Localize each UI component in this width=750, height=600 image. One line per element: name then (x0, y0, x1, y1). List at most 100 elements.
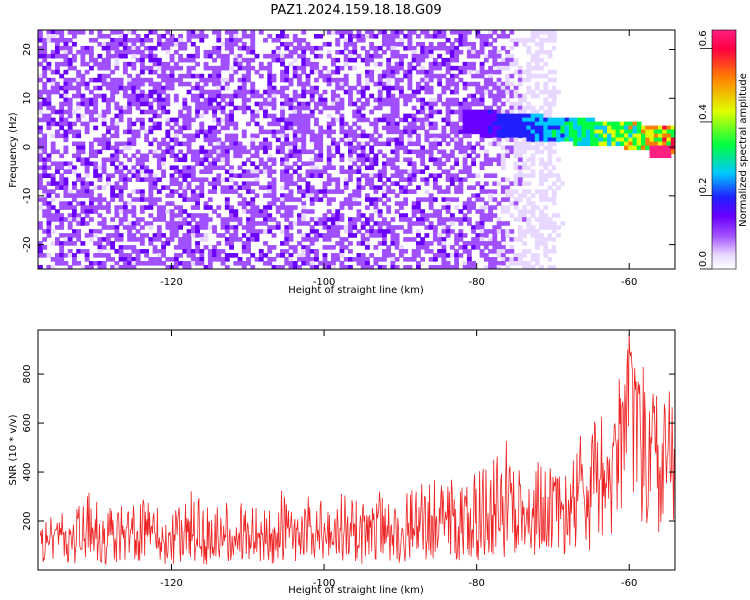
heatmap-cell (186, 37, 192, 43)
heatmap-cell (454, 249, 460, 254)
heatmap-cell (59, 125, 65, 131)
heatmap-cell (59, 30, 65, 35)
heatmap-cell (420, 209, 426, 214)
heatmap-cell (101, 221, 107, 226)
heatmap-cell (526, 265, 532, 269)
heatmap-cell (50, 77, 56, 83)
heatmap-cell (288, 189, 294, 194)
heatmap-cell (271, 97, 277, 103)
heatmap-cell (645, 125, 651, 131)
heatmap-cell (46, 53, 52, 59)
heatmap-cell (131, 221, 137, 226)
heatmap-cell (220, 97, 226, 103)
heatmap-cell (653, 141, 659, 147)
heatmap-cell (437, 161, 443, 167)
heatmap-cell (331, 253, 336, 258)
heatmap-cell (101, 169, 107, 174)
heatmap-cell (190, 253, 196, 258)
heatmap-cell (271, 233, 277, 238)
heatmap-cell (216, 165, 222, 171)
heatmap-cell (483, 133, 489, 139)
heatmap-cell (97, 237, 103, 242)
heatmap-cell (445, 37, 451, 43)
heatmap-cell (216, 173, 222, 178)
heatmap-cell (348, 197, 353, 202)
heatmap-cell (496, 113, 502, 119)
heatmap-cell (556, 205, 561, 210)
snr-series (39, 333, 675, 566)
heatmap-cell (80, 265, 86, 269)
heatmap-cell (156, 233, 162, 238)
heatmap-cell (547, 101, 553, 107)
heatmap-cell (105, 53, 111, 59)
heatmap-cell (411, 189, 417, 194)
heatmap-cell (454, 189, 460, 194)
heatmap-cell (513, 145, 519, 151)
heatmap-cell (63, 161, 69, 167)
heatmap-cell (360, 141, 366, 147)
heatmap-cell (127, 261, 133, 266)
heatmap-cell (67, 225, 73, 230)
heatmap-cell (93, 117, 99, 123)
heatmap-cell (479, 161, 485, 167)
heatmap-cell (356, 125, 362, 131)
heatmap-cell (258, 145, 264, 151)
heatmap-cell (381, 41, 387, 47)
heatmap-cell (152, 45, 158, 51)
heatmap-cell (331, 89, 336, 95)
heatmap-cell (428, 77, 434, 83)
heatmap-cell (539, 173, 544, 178)
heatmap-cell (42, 237, 48, 242)
heatmap-cell (517, 181, 523, 186)
heatmap-cell (220, 177, 226, 182)
heatmap-cell (309, 185, 315, 190)
heatmap-cell (88, 65, 94, 71)
heatmap-cell (93, 169, 99, 174)
heatmap-cell (101, 141, 107, 147)
heatmap-cell (135, 221, 141, 226)
heatmap-cell (250, 213, 256, 218)
heatmap-cell (415, 117, 421, 123)
heatmap-cell (148, 241, 154, 246)
heatmap-cell (509, 93, 515, 99)
heatmap-cell (492, 57, 498, 63)
heatmap-cell (526, 49, 532, 55)
heatmap-cell (466, 201, 472, 206)
heatmap-cell (547, 173, 553, 178)
heatmap-cell (309, 229, 315, 234)
heatmap-cell (42, 149, 48, 155)
heatmap-cell (42, 165, 48, 171)
snr-frame (37, 329, 676, 571)
heatmap-cell (483, 69, 489, 75)
heatmap-cell (496, 129, 502, 135)
heatmap-cell (556, 45, 561, 51)
heatmap-cell (42, 173, 48, 178)
heatmap-cell (496, 77, 502, 83)
heatmap-cell (156, 33, 162, 39)
heatmap-cell (377, 213, 383, 218)
heatmap-cell (649, 149, 655, 155)
heatmap-cell (59, 233, 65, 238)
heatmap-cell (424, 33, 430, 39)
heatmap-cell (348, 205, 353, 210)
heatmap-cell (539, 237, 544, 242)
heatmap-cell (220, 157, 226, 163)
heatmap-cell (186, 145, 192, 151)
heatmap-cell (390, 181, 396, 186)
heatmap-cell (241, 265, 247, 269)
heatmap-cell (539, 157, 544, 163)
heatmap-cell (411, 201, 417, 206)
heatmap-cell (373, 125, 379, 131)
heatmap-cell (458, 105, 464, 111)
heatmap-cell (63, 169, 69, 174)
heatmap-cell (54, 30, 60, 35)
heatmap-cell (38, 177, 43, 182)
heatmap-cell (292, 149, 298, 155)
heatmap-cell (488, 125, 493, 131)
heatmap-cell (97, 165, 103, 171)
heatmap-cell (229, 121, 234, 127)
heatmap-cell (420, 213, 426, 218)
heatmap-cell (54, 169, 60, 174)
heatmap-cell (492, 229, 498, 234)
